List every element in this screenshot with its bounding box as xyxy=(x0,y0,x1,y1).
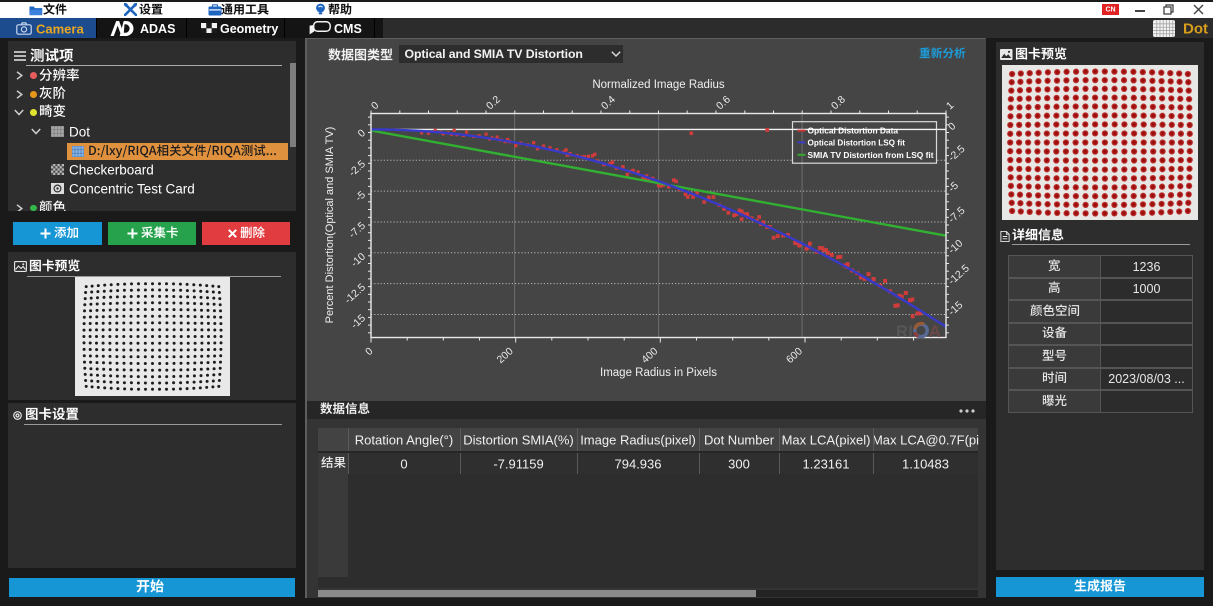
svg-text:Image Radius in Pixels: Image Radius in Pixels xyxy=(600,367,717,379)
svg-text:600: 600 xyxy=(784,345,805,366)
svg-text:-7.5: -7.5 xyxy=(946,205,968,226)
svg-text:SMIA TV Distortion from LSQ fi: SMIA TV Distortion from LSQ fit xyxy=(808,150,934,160)
svg-text:-5: -5 xyxy=(946,180,961,195)
svg-text:-15: -15 xyxy=(349,312,368,331)
svg-text:0.6: 0.6 xyxy=(714,93,733,112)
svg-text:Optical Distortion LSQ fit: Optical Distortion LSQ fit xyxy=(808,137,906,147)
svg-text:0: 0 xyxy=(356,127,368,140)
svg-text:A: A xyxy=(929,323,941,341)
svg-text:-2.5: -2.5 xyxy=(347,158,369,179)
svg-text:0: 0 xyxy=(363,345,375,358)
svg-text:-5: -5 xyxy=(353,189,368,204)
svg-text:RI: RI xyxy=(896,323,914,341)
svg-text:0: 0 xyxy=(946,120,958,133)
svg-text:200: 200 xyxy=(495,345,516,366)
svg-text:1: 1 xyxy=(944,99,956,112)
svg-text:-10: -10 xyxy=(349,251,368,270)
svg-text:-2.5: -2.5 xyxy=(946,143,968,164)
svg-text:0.8: 0.8 xyxy=(829,93,848,112)
svg-text:400: 400 xyxy=(639,345,660,366)
svg-text:-7.5: -7.5 xyxy=(347,220,369,241)
svg-text:-12.5: -12.5 xyxy=(342,281,368,306)
svg-text:0.4: 0.4 xyxy=(599,93,618,112)
svg-text:0.2: 0.2 xyxy=(484,93,503,112)
svg-text:-12.5: -12.5 xyxy=(946,262,972,287)
svg-text:0: 0 xyxy=(369,99,381,112)
svg-text:Percent Distortion(Optical and: Percent Distortion(Optical and SMIA TV) xyxy=(324,127,336,324)
svg-text:Optical Distortion Data: Optical Distortion Data xyxy=(808,126,899,136)
svg-text:Normalized Image Radius: Normalized Image Radius xyxy=(592,79,725,91)
